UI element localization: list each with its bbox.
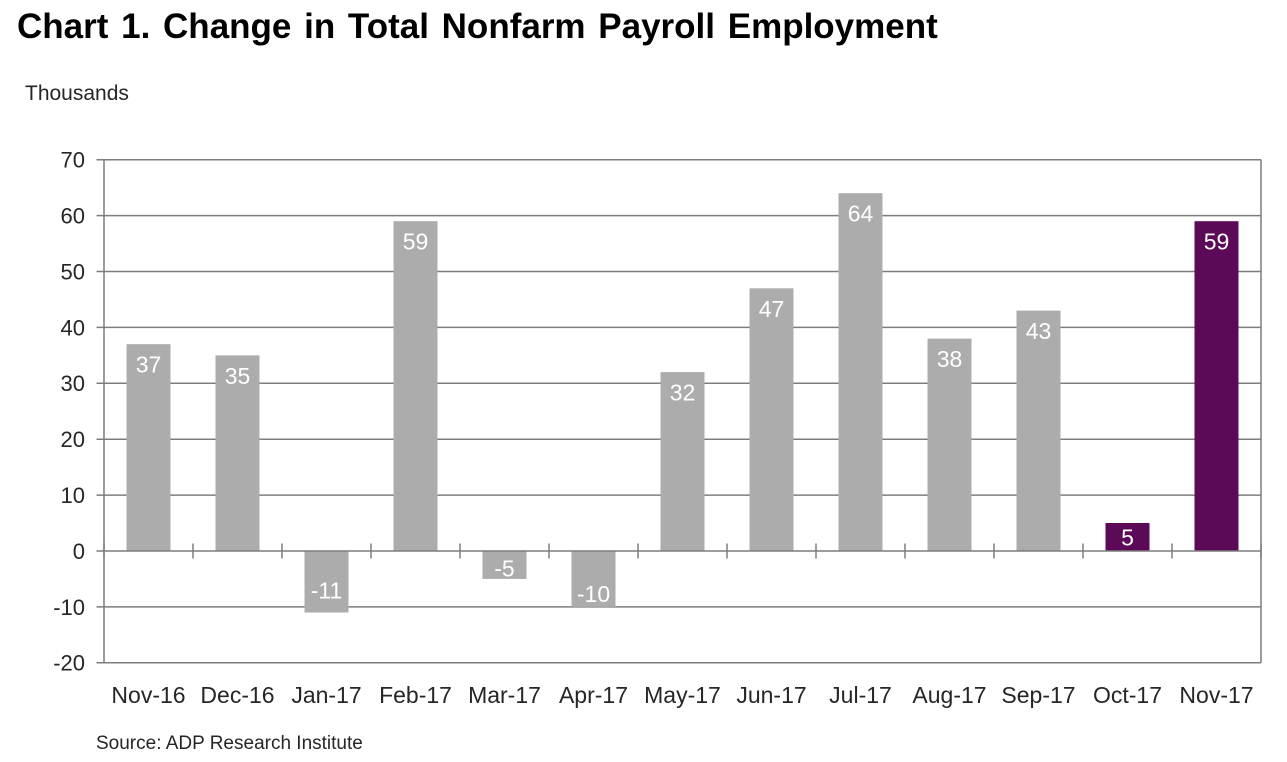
svg-text:Aug-17: Aug-17 [912,682,986,708]
svg-text:Apr-17: Apr-17 [559,682,628,708]
svg-text:40: 40 [61,315,85,340]
svg-text:Nov-17: Nov-17 [1179,682,1253,708]
svg-text:Feb-17: Feb-17 [379,682,452,708]
svg-text:38: 38 [937,346,963,372]
svg-text:43: 43 [1026,318,1052,344]
svg-text:Sep-17: Sep-17 [1001,682,1075,708]
svg-text:70: 70 [61,148,85,173]
svg-text:32: 32 [670,380,696,406]
svg-text:47: 47 [759,296,785,322]
svg-text:Nov-16: Nov-16 [111,682,185,708]
svg-text:Jan-17: Jan-17 [291,682,361,708]
svg-text:10: 10 [61,483,85,508]
svg-text:-10: -10 [53,595,85,620]
svg-text:5: 5 [1121,525,1134,551]
svg-text:37: 37 [136,352,162,378]
svg-text:Mar-17: Mar-17 [468,682,541,708]
svg-text:-11: -11 [311,578,343,604]
svg-text:59: 59 [1204,229,1230,255]
svg-text:0: 0 [73,539,85,564]
svg-text:20: 20 [61,427,85,452]
svg-text:60: 60 [61,204,85,229]
svg-text:Oct-17: Oct-17 [1093,682,1162,708]
svg-text:50: 50 [61,259,85,284]
svg-text:64: 64 [848,201,874,227]
svg-text:59: 59 [403,229,429,255]
svg-text:May-17: May-17 [644,682,721,708]
svg-text:35: 35 [225,363,251,389]
svg-text:Dec-16: Dec-16 [200,682,274,708]
svg-text:-10: -10 [577,581,610,607]
svg-text:Jun-17: Jun-17 [736,682,806,708]
svg-text:Jul-17: Jul-17 [829,682,892,708]
svg-text:30: 30 [61,371,85,396]
svg-text:-20: -20 [53,651,85,676]
svg-text:-5: -5 [494,556,514,582]
